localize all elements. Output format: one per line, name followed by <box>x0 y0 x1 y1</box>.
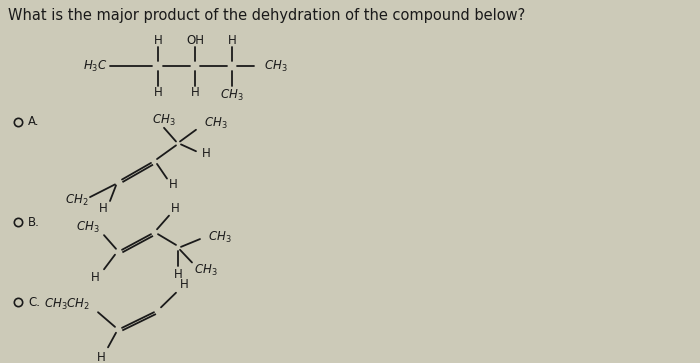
Text: $CH_3$: $CH_3$ <box>204 117 228 131</box>
Text: $CH_3$: $CH_3$ <box>76 220 100 235</box>
Text: H: H <box>180 278 189 291</box>
Text: H: H <box>171 202 180 215</box>
Text: H: H <box>174 268 183 281</box>
Text: $CH_3$: $CH_3$ <box>220 88 244 103</box>
Text: $CH_3$: $CH_3$ <box>264 59 288 74</box>
Text: A.: A. <box>28 115 39 129</box>
Text: H: H <box>169 178 178 191</box>
Text: $CH_3$: $CH_3$ <box>152 113 176 127</box>
Text: $CH_3CH_2$: $CH_3CH_2$ <box>44 297 90 312</box>
Text: What is the major product of the dehydration of the compound below?: What is the major product of the dehydra… <box>8 8 525 23</box>
Text: B.: B. <box>28 216 40 229</box>
Text: H: H <box>97 351 106 363</box>
Text: H: H <box>91 270 100 284</box>
Text: $CH_3$: $CH_3$ <box>194 263 218 278</box>
Text: H: H <box>228 33 237 46</box>
Text: OH: OH <box>186 33 204 46</box>
Text: H: H <box>202 147 211 160</box>
Text: H: H <box>153 33 162 46</box>
Text: $H_3C$: $H_3C$ <box>83 59 108 74</box>
Text: $CH_2$: $CH_2$ <box>64 192 88 208</box>
Text: $CH_3$: $CH_3$ <box>208 229 232 245</box>
Text: H: H <box>190 86 199 99</box>
Text: H: H <box>153 86 162 99</box>
Text: C.: C. <box>28 296 40 309</box>
Text: H: H <box>99 202 108 215</box>
